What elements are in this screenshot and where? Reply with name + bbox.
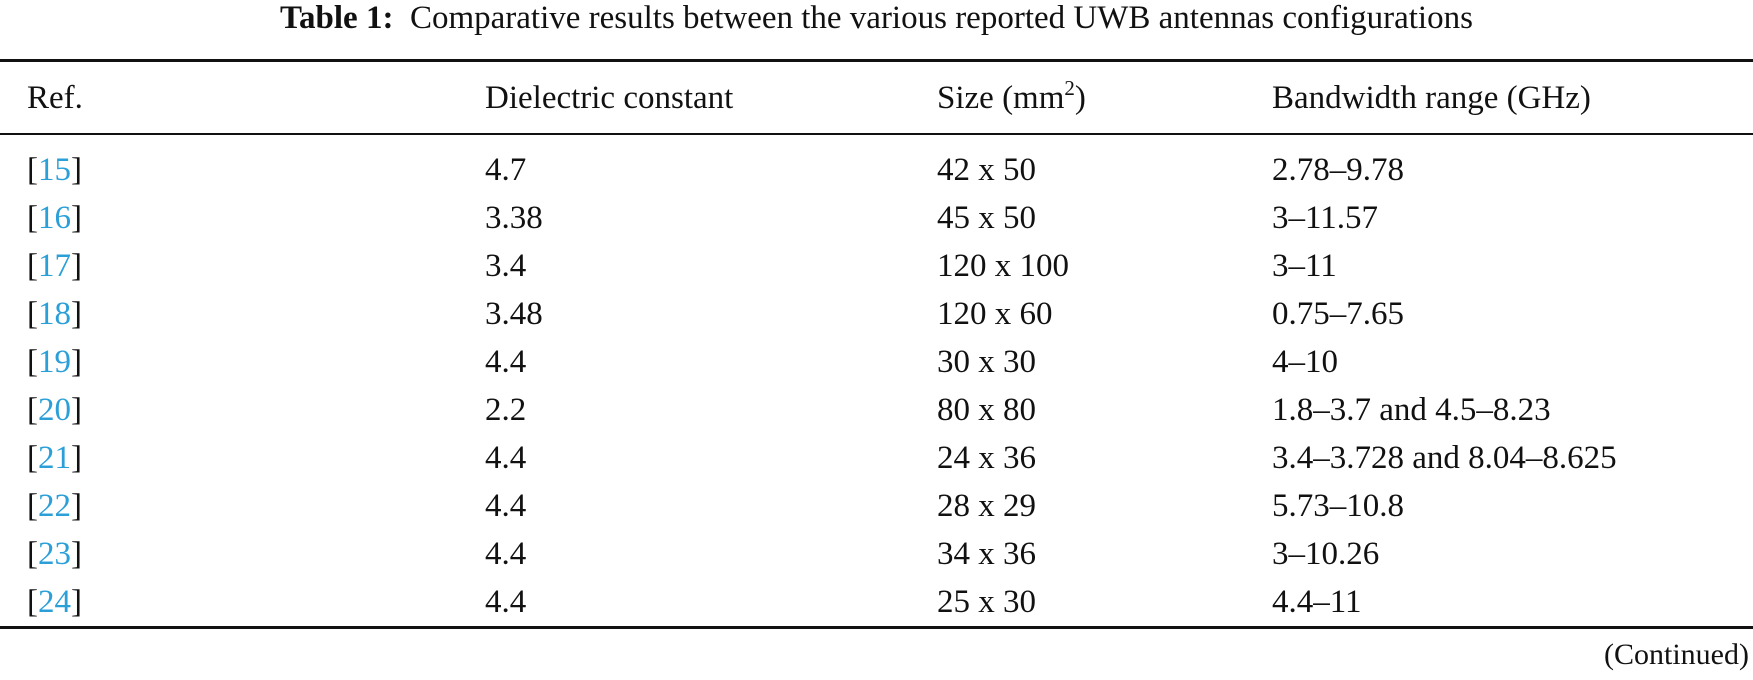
ref-cell: [21] [27,442,82,475]
caption: Table 1: Comparative results between the… [0,2,1753,35]
header-cell: Bandwidth range (GHz) [1272,80,1591,116]
table-cell: 120 x 60 [937,296,1053,332]
bracket: ] [71,344,82,380]
bracket: [ [27,536,38,572]
bracket: [ [27,152,38,188]
ref-cell: [19] [27,346,82,379]
table-cell: 4.7 [485,152,527,188]
caption-label: Table 1: [280,0,394,36]
bracket: ] [71,152,82,188]
ref-link: 22 [38,488,71,524]
bracket: ] [71,248,82,284]
table-cell: 120 x 100 [937,248,1069,284]
bracket: ] [71,584,82,620]
ref-cell: [22] [27,490,82,523]
table-cell: 30 x 30 [937,344,1036,380]
ref-link: 15 [38,152,71,188]
ref-link: 24 [38,584,71,620]
header-rule [0,133,1753,135]
bracket: ] [71,200,82,236]
ref-link: 20 [38,392,71,428]
table-cell: 4.4 [485,536,527,572]
header-text: Size (mm [937,80,1065,116]
bracket: [ [27,200,38,236]
table-cell: 45 x 50 [937,200,1036,236]
bracket: [ [27,344,38,380]
table-cell: 42 x 50 [937,152,1036,188]
table-cell: 4.4 [485,488,527,524]
bracket: ] [71,536,82,572]
table-cell: 4.4 [485,344,527,380]
ref-cell: [24] [27,586,82,619]
top-rule [0,59,1753,62]
footer: (Continued) [1604,638,1749,671]
bracket: [ [27,248,38,284]
table-cell: 3–11.57 [1272,200,1379,236]
bracket: [ [27,296,38,332]
table-cell: 3.38 [485,200,543,236]
table-cell: 3.4 [485,248,527,284]
bottom-rule [0,626,1753,629]
table-cell: 0.75–7.65 [1272,296,1404,332]
ref-cell: [20] [27,394,82,427]
table-cell: 3.4–3.728 and 8.04–8.625 [1272,440,1617,476]
table-cell: 3–11 [1272,248,1337,284]
superscript: 2 [1064,76,1075,100]
bracket: ] [71,488,82,524]
table-cell: 2.78–9.78 [1272,152,1404,188]
ref-link: 21 [38,440,71,476]
bracket: [ [27,584,38,620]
bracket: ] [71,296,82,332]
table-cell: 24 x 36 [937,440,1036,476]
table-cell: 4.4 [485,584,527,620]
bracket: [ [27,440,38,476]
ref-cell: [23] [27,538,82,571]
table-cell: 3.48 [485,296,543,332]
table-cell: 3–10.26 [1272,536,1380,572]
header-cell: Dielectric constant [485,80,734,116]
table-cell: 34 x 36 [937,536,1036,572]
table-cell: 4–10 [1272,344,1338,380]
header-cell: Ref. [27,80,83,116]
header-cell: Size (mm2) [937,78,1086,116]
ref-cell: [16] [27,202,82,235]
table-cell: 25 x 30 [937,584,1036,620]
table-cell: 2.2 [485,392,527,428]
ref-cell: [18] [27,298,82,331]
header-text: ) [1074,80,1086,116]
table-cell: 4.4 [485,440,527,476]
bracket: ] [71,440,82,476]
table-cell: 4.4–11 [1272,584,1362,620]
ref-link: 23 [38,536,71,572]
ref-cell: [15] [27,154,82,187]
table-cell: 1.8–3.7 and 4.5–8.23 [1272,392,1551,428]
caption-text: Comparative results between the various … [409,0,1473,36]
bracket: ] [71,392,82,428]
table-cell: 5.73–10.8 [1272,488,1404,524]
ref-cell: [17] [27,250,82,283]
table-cell: 80 x 80 [937,392,1036,428]
ref-link: 17 [38,248,71,284]
ref-link: 18 [38,296,71,332]
bracket: [ [27,392,38,428]
ref-link: 19 [38,344,71,380]
ref-link: 16 [38,200,71,236]
bracket: [ [27,488,38,524]
table-cell: 28 x 29 [937,488,1036,524]
